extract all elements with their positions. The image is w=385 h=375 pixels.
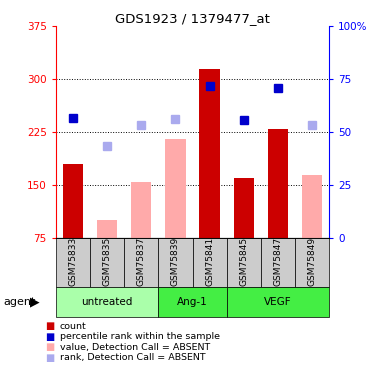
Text: ■: ■ xyxy=(45,321,55,331)
Bar xyxy=(131,182,152,238)
Bar xyxy=(302,175,322,238)
Bar xyxy=(233,178,254,238)
Bar xyxy=(227,287,329,317)
Text: VEGF: VEGF xyxy=(264,297,292,307)
Bar xyxy=(192,238,227,287)
Text: GSM75839: GSM75839 xyxy=(171,237,180,286)
Bar xyxy=(295,238,329,287)
Bar xyxy=(165,139,186,238)
Text: untreated: untreated xyxy=(81,297,133,307)
Text: percentile rank within the sample: percentile rank within the sample xyxy=(60,332,220,341)
Bar xyxy=(158,238,192,287)
Bar xyxy=(124,238,158,287)
Text: ▶: ▶ xyxy=(30,296,39,308)
Bar xyxy=(56,238,90,287)
Text: GSM75835: GSM75835 xyxy=(102,237,112,286)
Text: GSM75837: GSM75837 xyxy=(137,237,146,286)
Bar xyxy=(63,164,83,238)
Text: GSM75833: GSM75833 xyxy=(69,237,77,286)
Text: ■: ■ xyxy=(45,332,55,342)
Bar xyxy=(97,220,117,238)
Text: value, Detection Call = ABSENT: value, Detection Call = ABSENT xyxy=(60,343,210,352)
Bar xyxy=(56,287,158,317)
Bar xyxy=(199,69,220,238)
Text: Ang-1: Ang-1 xyxy=(177,297,208,307)
Text: count: count xyxy=(60,322,86,331)
Text: GSM75847: GSM75847 xyxy=(273,237,283,286)
Bar xyxy=(268,129,288,238)
Bar xyxy=(227,238,261,287)
Bar xyxy=(261,238,295,287)
Text: rank, Detection Call = ABSENT: rank, Detection Call = ABSENT xyxy=(60,353,205,362)
Text: ■: ■ xyxy=(45,353,55,363)
Bar xyxy=(90,238,124,287)
Text: agent: agent xyxy=(4,297,36,307)
Text: ■: ■ xyxy=(45,342,55,352)
Bar xyxy=(158,287,227,317)
Text: GSM75845: GSM75845 xyxy=(239,237,248,286)
Text: GSM75841: GSM75841 xyxy=(205,237,214,286)
Title: GDS1923 / 1379477_at: GDS1923 / 1379477_at xyxy=(115,12,270,25)
Text: GSM75849: GSM75849 xyxy=(308,237,316,286)
